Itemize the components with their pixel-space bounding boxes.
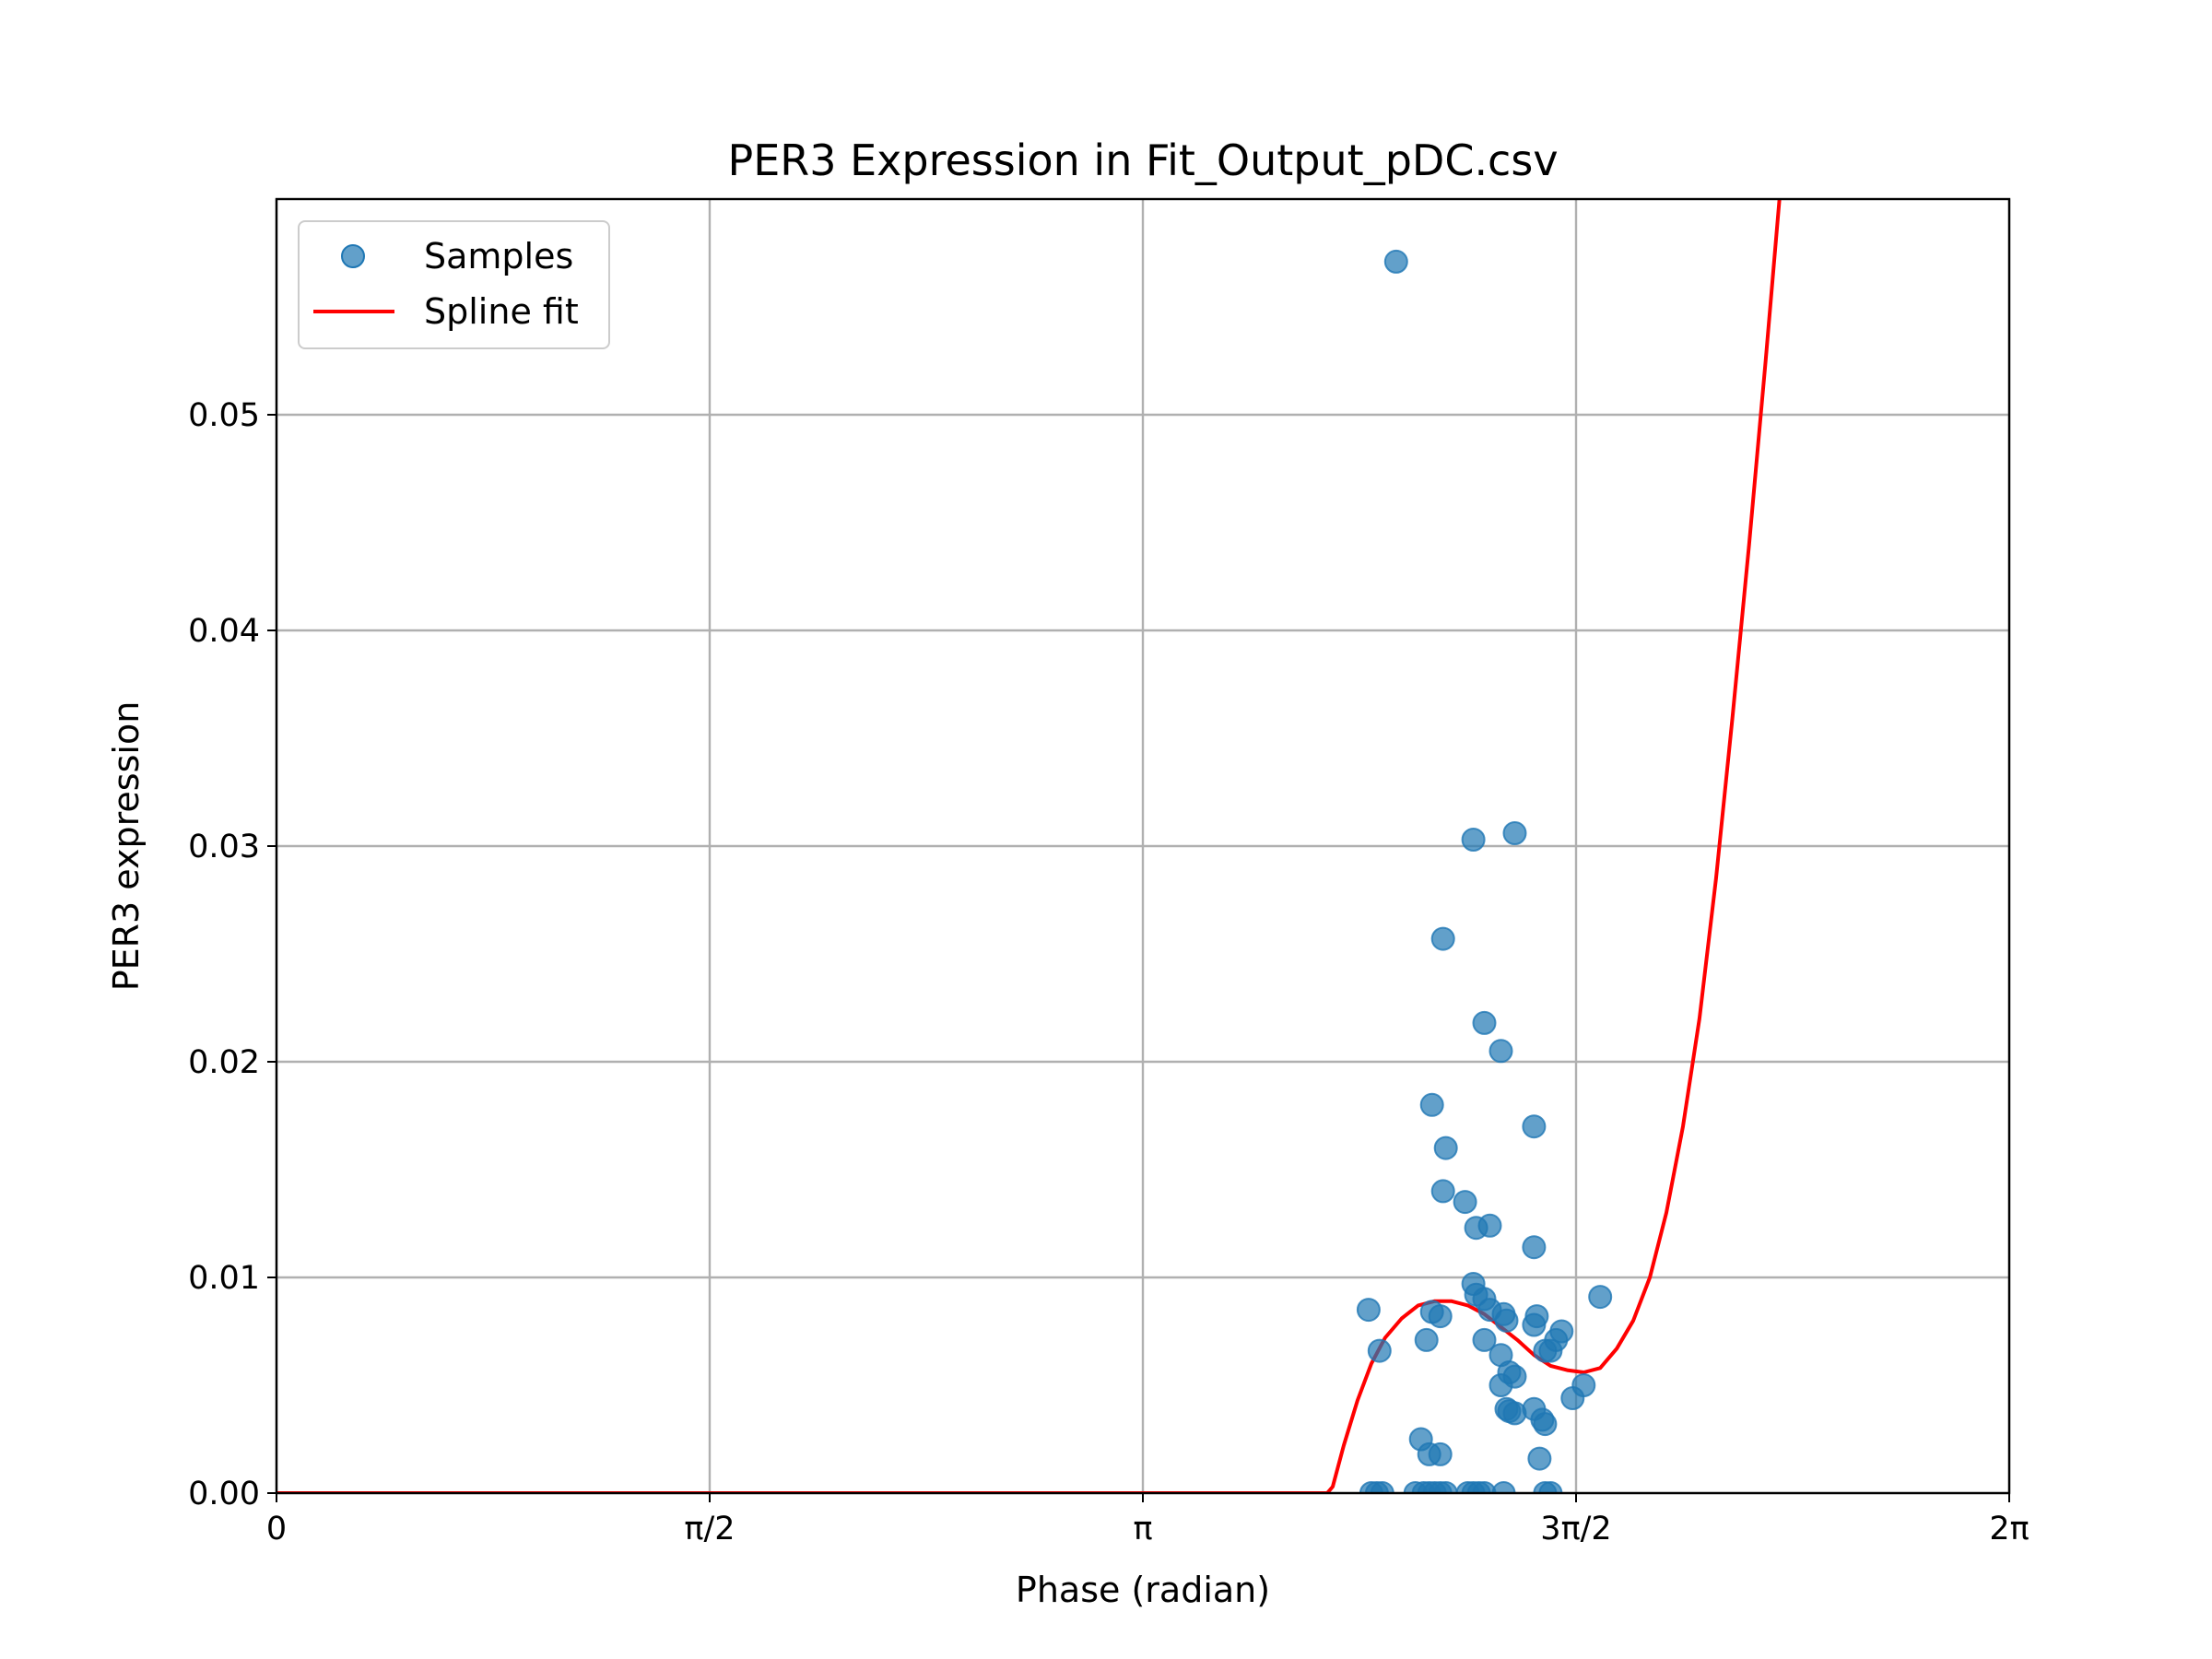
y-tick-label: 0.00 bbox=[188, 1476, 260, 1512]
samples-series bbox=[1356, 249, 1613, 1493]
sample-point bbox=[1533, 1412, 1558, 1437]
sample-point bbox=[1502, 1401, 1527, 1426]
sample-point bbox=[1472, 1327, 1497, 1352]
y-tick-label: 0.03 bbox=[188, 829, 260, 865]
x-tick-label: π bbox=[1133, 1511, 1152, 1547]
sample-point bbox=[1464, 1282, 1488, 1307]
y-tick-label: 0.02 bbox=[188, 1044, 260, 1081]
legend-spline-label: Spline fit bbox=[424, 291, 579, 332]
x-tick-label: 2π bbox=[1989, 1511, 2029, 1547]
sample-point bbox=[1494, 1308, 1519, 1333]
sample-point bbox=[1522, 1114, 1547, 1139]
sample-point bbox=[1522, 1235, 1547, 1260]
legend-samples-label: Samples bbox=[424, 236, 573, 276]
sample-point bbox=[1433, 1135, 1458, 1160]
sample-point bbox=[1488, 1373, 1513, 1397]
sample-point bbox=[1472, 1010, 1497, 1035]
sample-point bbox=[1527, 1446, 1552, 1471]
x-tick-label: 3π/2 bbox=[1540, 1511, 1611, 1547]
sample-point bbox=[1419, 1300, 1444, 1324]
y-axis-label: PER3 expression bbox=[106, 701, 147, 992]
sample-point bbox=[1430, 926, 1455, 951]
sample-point bbox=[1370, 1481, 1394, 1493]
sample-point bbox=[1488, 1039, 1513, 1064]
sample-point bbox=[1383, 249, 1408, 274]
legend: Samples Spline fit bbox=[298, 220, 610, 349]
sample-point bbox=[1453, 1190, 1477, 1215]
x-tick-label: π/2 bbox=[684, 1511, 735, 1547]
legend-samples-marker bbox=[341, 244, 365, 268]
y-tick-label: 0.04 bbox=[188, 613, 260, 650]
sample-point bbox=[1414, 1327, 1439, 1352]
y-tick-label: 0.05 bbox=[188, 397, 260, 434]
sample-point bbox=[1477, 1213, 1502, 1238]
sample-point bbox=[1522, 1312, 1547, 1337]
sample-point bbox=[1549, 1319, 1574, 1344]
y-tick-label: 0.01 bbox=[188, 1260, 260, 1297]
y-axis-ticks: 0.00 0.01 0.02 0.03 0.04 0.05 bbox=[188, 397, 276, 1512]
x-axis-ticks: 0 π/2 π 3π/2 2π bbox=[266, 1493, 2030, 1547]
sample-point bbox=[1491, 1481, 1516, 1493]
sample-point bbox=[1428, 1441, 1453, 1466]
sample-point bbox=[1560, 1386, 1585, 1410]
sample-point bbox=[1356, 1298, 1381, 1323]
sample-point bbox=[1538, 1481, 1563, 1493]
sample-point bbox=[1419, 1092, 1444, 1117]
x-tick-label: 0 bbox=[266, 1511, 287, 1547]
sample-point bbox=[1461, 828, 1486, 852]
sample-point bbox=[1502, 821, 1527, 845]
sample-point bbox=[1430, 1179, 1455, 1204]
sample-point bbox=[1433, 1481, 1458, 1493]
legend-box bbox=[298, 220, 610, 349]
sample-point bbox=[1588, 1285, 1613, 1310]
sample-point bbox=[1472, 1481, 1497, 1493]
chart-title: PER3 Expression in Fit_Output_pDC.csv bbox=[727, 135, 1558, 185]
sample-point bbox=[1367, 1338, 1392, 1363]
x-axis-label: Phase (radian) bbox=[1016, 1570, 1270, 1610]
